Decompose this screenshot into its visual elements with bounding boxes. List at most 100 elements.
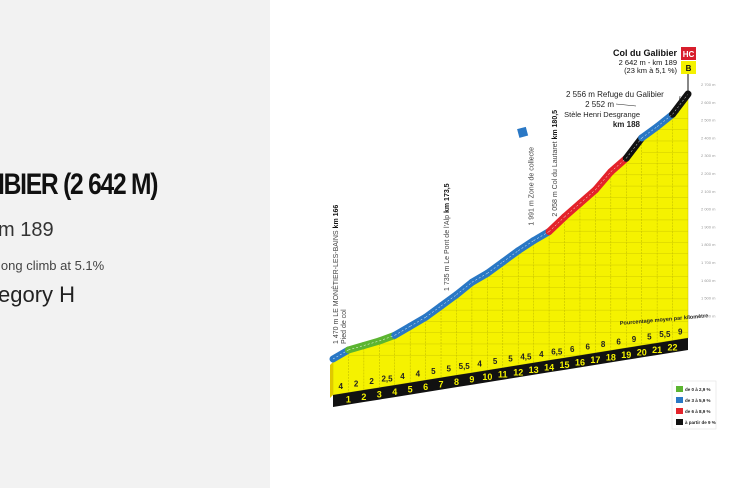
y-tick-label: 2 400 m xyxy=(701,135,716,140)
gradient-label: 6 xyxy=(616,337,621,346)
profile-dash xyxy=(471,273,488,283)
profile-dash xyxy=(502,250,519,263)
gradient-label: 2 xyxy=(369,377,374,386)
gradient-label: 5,5 xyxy=(459,362,471,371)
climb-category: egory H xyxy=(0,282,76,307)
gradient-label: 5 xyxy=(647,332,652,341)
km-label: 6 xyxy=(423,382,428,392)
top-annotation-stele_km: km 188 xyxy=(613,120,641,129)
km-label: 22 xyxy=(668,342,678,352)
annotation-place: 1 470 m LE MONÊTIER-LES-BAINS xyxy=(331,228,340,344)
climb-km: m 189 xyxy=(0,219,54,241)
gradient-label: 2,5 xyxy=(381,375,393,384)
km-label: 9 xyxy=(469,375,474,385)
hc-badge xyxy=(681,47,696,60)
annotation-place: 1 735 m Le Pont de l'Alp xyxy=(444,213,451,291)
y-tick-label: 1 700 m xyxy=(701,260,716,265)
y-tick-label: 1 400 m xyxy=(701,313,716,318)
km-label: 8 xyxy=(454,377,459,387)
y-tick-label: 1 900 m xyxy=(701,224,716,229)
km-label: 19 xyxy=(621,350,631,360)
profile-dash xyxy=(548,216,565,232)
profile-dash xyxy=(348,345,364,351)
gradient-label: 6 xyxy=(570,345,575,354)
km-label: 3 xyxy=(377,390,382,400)
summit-line1: 2 642 m - km 189 xyxy=(619,58,677,67)
km-label: 4 xyxy=(392,387,397,397)
annotation-place: 2 058 m Col du Lautaret xyxy=(552,140,559,217)
annotation-km: km 173,5 xyxy=(444,183,451,213)
km-label: 16 xyxy=(575,357,585,367)
profile-dash xyxy=(564,203,581,218)
profile-dash xyxy=(394,326,411,336)
legend-label: à partir de 9 % xyxy=(685,420,716,425)
gradient-label: 8 xyxy=(601,340,606,349)
legend-swatch xyxy=(676,419,683,425)
km-label: 1 xyxy=(346,395,351,405)
profile-dash xyxy=(456,282,473,295)
feed-zone-icon xyxy=(517,126,529,138)
profile-dash xyxy=(379,335,395,342)
profile-dash xyxy=(626,137,642,159)
legend-swatch xyxy=(676,408,683,414)
profile-dash xyxy=(656,114,673,127)
profile-dash xyxy=(641,126,658,139)
profile-dash xyxy=(579,189,596,204)
annotation-leader xyxy=(615,103,637,107)
km-label: 2 xyxy=(361,392,366,402)
top-annotation-refuge: 2 556 m Refuge du Galibier xyxy=(566,90,664,99)
climb-profile-chart: 4 2 2 2,5 4 4 5 5 5,5 4 5 5 4,5 4 6,5 6 6 8 6 9 5 5,5 91 2 3 4 5 6 7… xyxy=(329,47,717,430)
hc-badge-label: HC xyxy=(683,50,695,59)
profile-dash xyxy=(332,349,349,360)
km-label: 5 xyxy=(408,385,413,395)
annotation-km: km 180,5 xyxy=(552,110,559,140)
gradient-label: 4,5 xyxy=(520,352,532,361)
gradient-label: 4 xyxy=(477,360,482,369)
profile-segment xyxy=(591,168,615,194)
y-tick-label: 2 700 m xyxy=(701,82,716,87)
profile-dash xyxy=(487,261,503,274)
legend-swatch xyxy=(676,386,683,392)
climb-info-panel: IBIER (2 642 M) m 189 long climb at 5.1%… xyxy=(0,0,270,488)
gradient-label: 6,5 xyxy=(551,347,563,356)
y-tick-label: 1 600 m xyxy=(701,278,716,283)
gradient-label: 4 xyxy=(400,372,405,381)
summit-line2: (23 km à 5,1 %) xyxy=(624,66,677,75)
km-label: 17 xyxy=(590,355,600,365)
profile-side xyxy=(330,362,333,398)
gradient-label: 5 xyxy=(447,365,452,374)
y-tick-label: 2 000 m xyxy=(701,207,716,212)
km-label: 14 xyxy=(544,362,554,372)
km-label: 11 xyxy=(498,370,508,380)
gradient-label: 2 xyxy=(354,380,359,389)
gradient-label: 5,5 xyxy=(659,330,671,339)
climb-title: IBIER (2 642 M) xyxy=(0,168,159,201)
bonus-badge xyxy=(681,61,696,74)
gradient-label: 9 xyxy=(632,335,637,344)
km-band xyxy=(333,338,688,407)
annotation-label: 1 735 m Le Pont de l'Alp km 173,5 xyxy=(444,183,451,291)
gradient-label: 5 xyxy=(508,355,513,364)
y-tick-label: 1 800 m xyxy=(701,242,716,247)
km-label: 21 xyxy=(652,345,662,355)
profile-dash xyxy=(533,231,550,241)
profile-dash xyxy=(610,158,627,172)
annotation-sub: Pied de col xyxy=(341,309,348,344)
gradient-label: 9 xyxy=(678,327,683,336)
profile-dash xyxy=(425,305,442,318)
bonus-badge-label: B xyxy=(686,64,692,73)
summit-name: Col du Galibier xyxy=(613,48,678,58)
y-tick-label: 2 100 m xyxy=(701,189,716,194)
gradient-label: 4 xyxy=(338,382,343,391)
legend-label: de 0 à 2,9 % xyxy=(685,387,711,392)
annotation-leader xyxy=(677,95,681,114)
km-label: 20 xyxy=(637,347,647,357)
top-annotation-stele1: 2 552 m xyxy=(585,100,614,109)
y-tick-label: 2 500 m xyxy=(701,118,716,123)
legend-label: de 3 à 5,9 % xyxy=(685,398,711,403)
km-label: 13 xyxy=(529,365,539,375)
legend-label: de 6 à 8,9 % xyxy=(685,409,711,414)
profile-dash xyxy=(363,340,380,346)
grid-line xyxy=(379,337,689,345)
km-label: 7 xyxy=(439,380,444,390)
